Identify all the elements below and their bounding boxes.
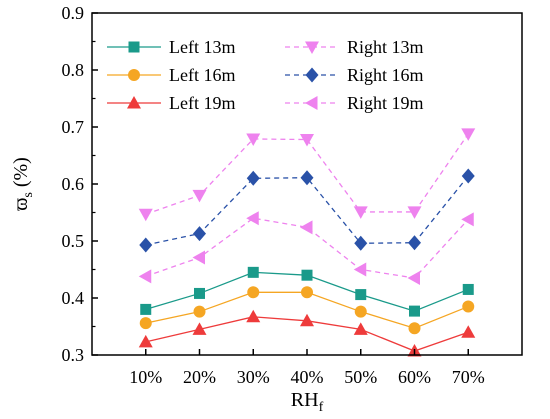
data-point-left-13m	[355, 289, 367, 301]
series-right-19m	[138, 211, 474, 286]
legend-marker	[127, 96, 141, 109]
y-tick-label: 0.5	[62, 231, 85, 251]
data-point-right-19m	[300, 220, 313, 235]
data-point-right-19m	[461, 212, 474, 227]
data-point-left-16m	[301, 286, 313, 299]
data-point-right-13m	[246, 133, 261, 146]
y-tick-label: 0.8	[62, 60, 85, 80]
legend-item-left-16m: Left 16m	[107, 65, 235, 85]
data-point-right-16m	[193, 226, 206, 242]
legend-label: Left 19m	[169, 93, 235, 113]
legend-label: Left 16m	[169, 65, 235, 85]
data-point-right-13m	[407, 206, 422, 219]
legend-item-right-16m: Right 16m	[285, 65, 424, 85]
data-point-left-13m	[140, 303, 152, 315]
legend-marker	[305, 41, 319, 54]
data-point-left-19m	[461, 325, 476, 338]
data-point-left-16m	[139, 317, 152, 330]
legend-marker	[128, 69, 140, 81]
x-tick-label: 30%	[237, 367, 270, 387]
y-tick-label: 0.4	[62, 288, 85, 308]
legend-label: Right 19m	[347, 93, 424, 113]
legend-item-right-19m: Right 19m	[285, 93, 424, 113]
y-axis-label-unit: (%)	[10, 157, 32, 192]
data-point-right-19m	[353, 262, 367, 277]
data-point-left-19m	[353, 322, 368, 335]
y-axis-label: ϖs (%)	[10, 157, 36, 211]
series-right-16m	[139, 168, 475, 253]
y-axis-label-subscript: s	[21, 192, 36, 197]
data-point-left-13m	[247, 266, 259, 278]
data-point-right-19m	[192, 250, 205, 265]
series-left-13m	[140, 266, 474, 317]
data-point-right-19m	[407, 271, 420, 286]
data-point-left-16m	[247, 286, 260, 299]
y-tick-label: 0.6	[62, 174, 85, 194]
data-point-right-16m	[139, 237, 153, 253]
x-axis-label-subscript: f	[319, 400, 324, 415]
legend-marker	[128, 41, 140, 53]
x-tick-label: 70%	[452, 367, 485, 387]
y-axis: 0.3 0.4 0.5 0.6 0.7 0.8 0.9	[62, 3, 98, 365]
legend: Left 13m Left 16m Left 19m Right 13m Right 1…	[107, 37, 424, 113]
x-axis-label: RHf	[291, 389, 324, 415]
legend-item-left-13m: Left 13m	[107, 37, 235, 57]
data-point-left-16m	[354, 305, 367, 318]
x-tick-label: 20%	[183, 367, 216, 387]
legend-label: Right 16m	[347, 65, 424, 85]
data-point-left-16m	[462, 300, 475, 313]
data-point-right-16m	[300, 170, 314, 186]
data-point-left-16m	[408, 322, 421, 335]
data-point-left-19m	[300, 313, 314, 327]
y-tick-label: 0.9	[62, 3, 85, 23]
data-point-left-13m	[301, 269, 313, 281]
data-point-left-19m	[246, 309, 261, 323]
legend-item-left-19m: Left 19m	[107, 93, 235, 113]
data-point-left-16m	[193, 305, 206, 318]
x-tick-label: 60%	[398, 367, 431, 387]
data-point-left-13m	[462, 283, 474, 295]
legend-marker	[305, 96, 318, 110]
plot-layer	[138, 128, 476, 357]
series-right-13m	[138, 128, 476, 222]
x-tick-label: 40%	[291, 367, 324, 387]
legend-label: Right 13m	[347, 37, 424, 57]
data-point-right-13m	[461, 128, 476, 141]
x-tick-label: 10%	[129, 367, 162, 387]
data-point-right-16m	[408, 235, 421, 251]
data-point-right-16m	[461, 168, 475, 184]
series-left-16m	[139, 286, 475, 335]
data-point-right-16m	[246, 170, 260, 186]
data-point-right-16m	[354, 235, 368, 251]
data-point-right-13m	[353, 206, 368, 219]
legend-item-right-13m: Right 13m	[285, 37, 424, 57]
data-point-left-13m	[194, 287, 205, 299]
legend-label: Left 13m	[169, 37, 235, 57]
data-point-left-13m	[409, 305, 420, 317]
data-point-right-13m	[300, 134, 314, 147]
y-tick-label: 0.3	[62, 345, 85, 365]
data-point-right-19m	[246, 211, 259, 226]
data-point-left-19m	[138, 334, 153, 348]
data-point-right-13m	[138, 208, 153, 222]
y-tick-label: 0.7	[62, 117, 85, 137]
x-axis: 10% 20% 30% 40% 50% 60% 70%	[129, 349, 485, 387]
data-point-right-13m	[192, 189, 207, 203]
legend-marker	[305, 67, 319, 83]
data-point-right-19m	[138, 269, 152, 284]
x-tick-label: 50%	[344, 367, 377, 387]
data-point-left-19m	[192, 322, 207, 335]
